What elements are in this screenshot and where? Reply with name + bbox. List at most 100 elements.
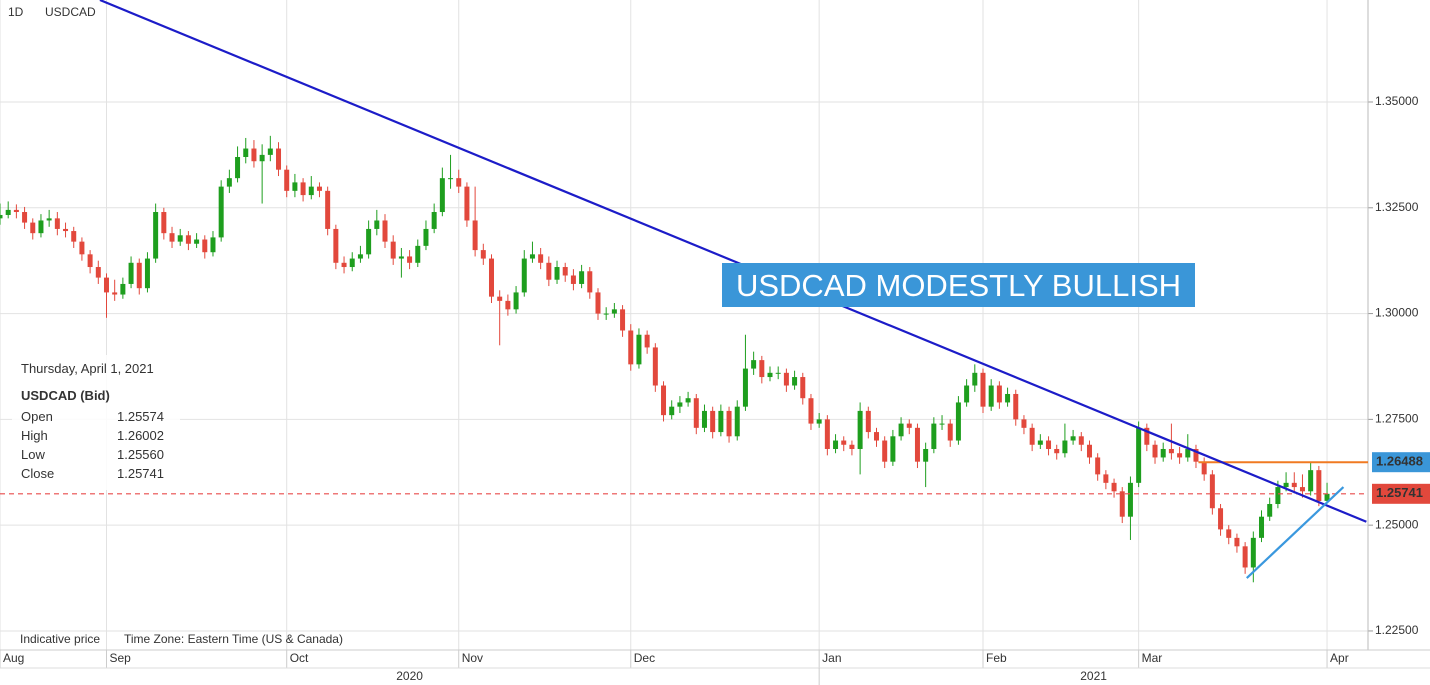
candle-body <box>218 186 224 238</box>
candle-body <box>202 239 208 253</box>
candle-body <box>1070 436 1076 441</box>
candle-body <box>488 258 494 297</box>
candle-body <box>349 258 355 268</box>
candle-body <box>1013 393 1019 420</box>
candle-body <box>570 275 576 284</box>
candle-body <box>1029 427 1035 445</box>
candle-body <box>792 377 798 386</box>
candle-body <box>1226 529 1232 538</box>
candle-body <box>595 292 601 314</box>
x-tick-label: Aug <box>3 651 24 665</box>
candle-body <box>603 313 609 315</box>
candle-body <box>914 427 920 462</box>
candle-body <box>587 271 593 293</box>
candle-body <box>497 296 503 301</box>
candle-body <box>382 220 388 242</box>
price-badge-label: 1.26488 <box>1376 454 1423 469</box>
candle-body <box>374 220 380 229</box>
candle-body <box>1021 419 1027 428</box>
candle-body <box>1037 440 1043 445</box>
candle-body <box>415 245 421 263</box>
candle-body <box>1291 482 1297 488</box>
candle-body <box>1119 491 1125 517</box>
candle-body <box>964 385 970 403</box>
candle-body <box>308 186 314 196</box>
candle-body <box>431 212 437 229</box>
candle-body <box>103 277 109 293</box>
candle-body <box>890 436 896 462</box>
candle-body <box>1086 444 1092 458</box>
candle-body <box>316 186 322 191</box>
candle-body <box>333 228 339 263</box>
candle-body <box>1275 487 1281 505</box>
candle-body <box>513 292 519 310</box>
candle-body <box>579 271 585 284</box>
candle-body <box>120 283 126 295</box>
candle-body <box>906 423 912 428</box>
candle-body <box>824 419 830 449</box>
candle-body <box>112 292 118 295</box>
candle-body <box>726 410 732 437</box>
candle-body <box>128 262 134 284</box>
candle-body <box>529 254 535 259</box>
candle-body <box>480 250 486 259</box>
candle-body <box>1259 516 1265 538</box>
candle-body <box>1046 440 1052 449</box>
info-value: 1.26002 <box>117 428 164 443</box>
candle-body <box>742 368 748 407</box>
candle-body <box>980 372 986 407</box>
candle-body <box>284 169 290 191</box>
candle-body <box>79 241 85 255</box>
candle-body <box>988 385 994 407</box>
candle-body <box>439 178 445 213</box>
candle-body <box>1193 448 1199 462</box>
candle-body <box>1250 537 1256 568</box>
candle-body <box>693 398 699 428</box>
candle-body <box>816 419 822 424</box>
candle-body <box>144 258 150 289</box>
candle-body <box>759 360 765 378</box>
candle-body <box>783 372 789 386</box>
candle-body <box>644 334 650 348</box>
candle-body <box>456 178 462 187</box>
candle-body <box>185 235 191 244</box>
candle-body <box>46 218 52 221</box>
candle-body <box>267 148 273 155</box>
candle-body <box>955 402 961 441</box>
x-tick-label: Mar <box>1142 651 1163 665</box>
candle-body <box>1160 448 1166 458</box>
candle-body <box>751 360 757 369</box>
candle-body <box>1299 487 1305 492</box>
candle-body <box>1078 436 1084 445</box>
y-tick-label: 1.32500 <box>1375 200 1419 214</box>
x-tick-label: Oct <box>290 651 309 665</box>
candle-body <box>898 423 904 437</box>
candle-body <box>554 267 560 280</box>
candle-body <box>1267 504 1273 517</box>
annotation: USDCAD MODESTLY BULLISH <box>722 263 1195 307</box>
candle-body <box>210 237 216 253</box>
candle-body <box>177 235 183 242</box>
candle-body <box>1103 474 1109 483</box>
candle-body <box>5 209 11 215</box>
candle-body <box>235 156 241 179</box>
x-tick-label: Feb <box>986 651 1007 665</box>
candle-body <box>538 254 544 263</box>
candle-body <box>628 330 634 365</box>
info-field: Close 1.25741 <box>21 466 164 481</box>
x-tick-label: Nov <box>462 651 483 665</box>
x-tick-label: Apr <box>1330 651 1349 665</box>
info-value: 1.25741 <box>117 466 164 481</box>
year-label: 2021 <box>1080 669 1107 683</box>
footer-note: Indicative price <box>20 632 100 646</box>
candle-body <box>153 212 159 259</box>
candle-body <box>292 182 298 191</box>
info-field: Open 1.25574 <box>21 409 164 424</box>
y-tick-label: 1.27500 <box>1375 412 1419 426</box>
candle-body <box>169 233 175 242</box>
candle-body <box>972 372 978 386</box>
candle-body <box>1242 546 1248 568</box>
candle-body <box>841 440 847 445</box>
interval: 1D <box>8 5 24 19</box>
candle-body <box>398 256 404 259</box>
